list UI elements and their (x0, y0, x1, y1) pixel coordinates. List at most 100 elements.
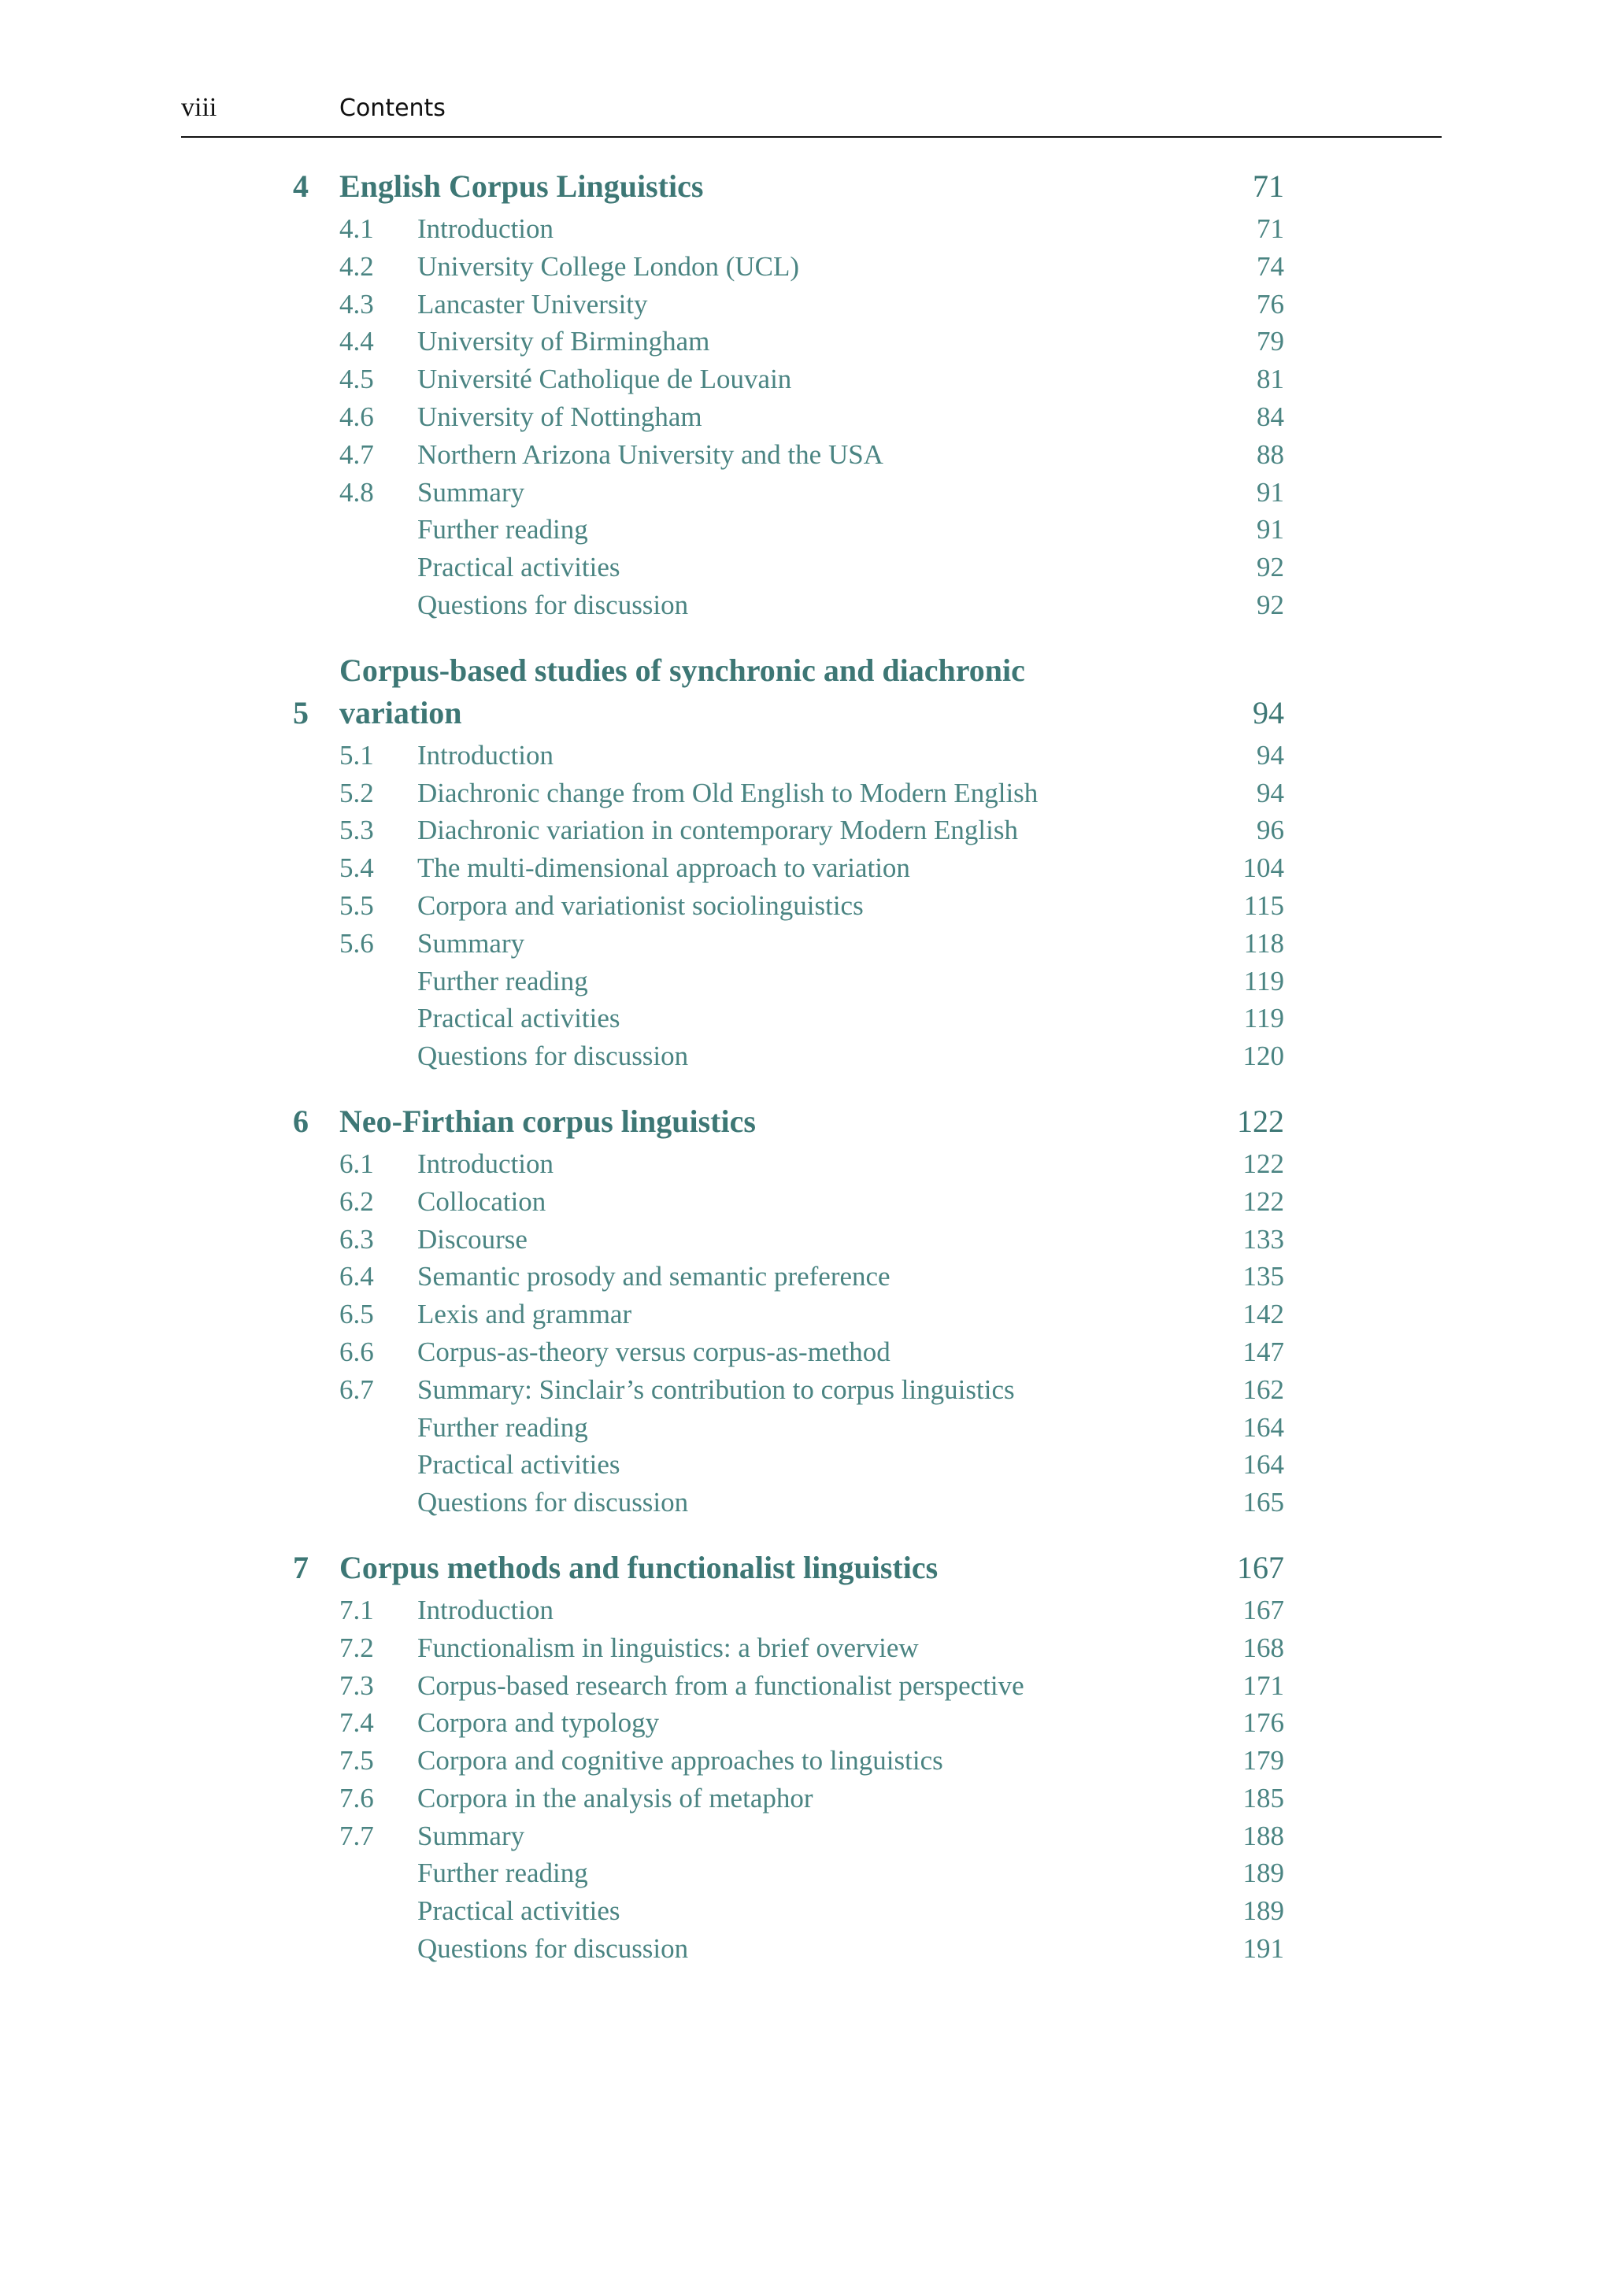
section-number: 4.3 (339, 288, 374, 320)
section-number: 5.1 (339, 739, 374, 771)
chapter-title: Neo-Firthian corpus linguistics (339, 1103, 756, 1139)
section-title: Corpora and cognitive approaches to ling… (417, 1745, 943, 1777)
chapter-page: 122 (1237, 1103, 1284, 1139)
section-title: Further reading (417, 1411, 588, 1443)
chapter: 5 Corpus-based studies of synchronic and … (0, 649, 1618, 1075)
section-page: 142 (1242, 1299, 1285, 1330)
running-title: Contents (339, 94, 446, 122)
section-number: 4.5 (339, 364, 374, 395)
section-title: Introduction (417, 1148, 554, 1179)
section-page: 167 (1242, 1594, 1285, 1625)
section-entry: 5.1 Introduction 94 (0, 737, 1618, 775)
section-number: 5.3 (339, 815, 374, 846)
chapter-heading: 6 Neo-Firthian corpus linguistics 122 (0, 1100, 1618, 1143)
section-title: Further reading (417, 514, 588, 545)
section-number: 7.4 (339, 1707, 374, 1739)
section-number: 5.4 (339, 852, 374, 884)
chapter-heading: 4 English Corpus Linguistics 71 (0, 165, 1618, 208)
section-entry: Further reading 164 (0, 1409, 1618, 1447)
section-entry: 6.4 Semantic prosody and semantic prefere… (0, 1258, 1618, 1296)
section-entry: 7.1 Introduction 167 (0, 1592, 1618, 1629)
section-entry: Practical activities 119 (0, 1000, 1618, 1037)
chapter-heading: 7 Corpus methods and functionalist lingui… (0, 1547, 1618, 1589)
section-entry: 4.7 Northern Arizona University and the U… (0, 436, 1618, 474)
section-page: 120 (1242, 1041, 1285, 1072)
section-title: Corpora in the analysis of metaphor (417, 1782, 813, 1814)
section-entry: 6.1 Introduction 122 (0, 1145, 1618, 1183)
section-entry: 4.8 Summary 91 (0, 474, 1618, 512)
section-page: 168 (1242, 1632, 1285, 1663)
section-number: 4.6 (339, 401, 374, 432)
section-entry: 6.7 Summary: Sinclair’s contribution to c… (0, 1371, 1618, 1409)
chapter-number: 4 (293, 168, 309, 204)
section-entry: 6.5 Lexis and grammar 142 (0, 1296, 1618, 1333)
section-number: 4.7 (339, 438, 374, 470)
chapter-page: 94 (1253, 694, 1284, 730)
section-title: Practical activities (417, 1003, 620, 1034)
section-title: Practical activities (417, 1449, 620, 1481)
section-title: Questions for discussion (417, 1933, 689, 1965)
section-page: 115 (1243, 889, 1284, 921)
section-page: 79 (1257, 326, 1284, 357)
section-entry: 7.3 Corpus-based research from a function… (0, 1667, 1618, 1705)
chapter-page: 71 (1253, 168, 1284, 204)
section-entry: 5.5 Corpora and variationist sociolinguis… (0, 887, 1618, 925)
section-title: Introduction (417, 213, 554, 244)
section-entry: 4.6 University of Nottingham 84 (0, 398, 1618, 436)
chapter-number: 5 (293, 694, 309, 730)
section-entry: 5.4 The multi-dimensional approach to var… (0, 849, 1618, 887)
section-title: Collocation (417, 1185, 546, 1217)
section-page: 88 (1257, 438, 1284, 470)
section-page: 119 (1243, 1003, 1284, 1034)
section-title: Practical activities (417, 552, 620, 583)
section-page: 92 (1257, 552, 1284, 583)
section-page: 189 (1242, 1858, 1285, 1889)
section-entry: Questions for discussion 165 (0, 1484, 1618, 1521)
section-entry: 5.6 Summary 118 (0, 925, 1618, 963)
section-number: 5.6 (339, 927, 374, 959)
section-number: 6.5 (339, 1299, 374, 1330)
section-page: 91 (1257, 514, 1284, 545)
section-title: Further reading (417, 1858, 588, 1889)
section-title: Introduction (417, 1594, 554, 1625)
section-entry: 7.4 Corpora and typology 176 (0, 1704, 1618, 1742)
section-entry: 4.3 Lancaster University 76 (0, 286, 1618, 324)
section-page: 84 (1257, 401, 1284, 432)
section-entry: 7.2 Functionalism in linguistics: a brief… (0, 1629, 1618, 1667)
section-title: Diachronic change from Old English to Mo… (417, 777, 1039, 808)
section-number: 6.2 (339, 1185, 374, 1217)
section-number: 7.7 (339, 1820, 374, 1851)
section-page: 104 (1242, 852, 1285, 884)
section-page: 94 (1257, 777, 1284, 808)
section-title: Corpus-based research from a functionali… (417, 1669, 1024, 1701)
section-entry: Practical activities 92 (0, 549, 1618, 586)
section-title: Corpora and variationist sociolinguistic… (417, 889, 864, 921)
section-title: University of Nottingham (417, 401, 702, 432)
section-page: 94 (1257, 739, 1284, 771)
section-page: 71 (1257, 213, 1284, 244)
section-entry: 4.5 Université Catholique de Louvain 81 (0, 360, 1618, 398)
section-title: Practical activities (417, 1895, 620, 1927)
section-number: 5.5 (339, 889, 374, 921)
section-page: 96 (1257, 815, 1284, 846)
section-number: 7.3 (339, 1669, 374, 1701)
section-title: Summary: Sinclair’s contribution to corp… (417, 1374, 1015, 1405)
section-page: 91 (1257, 476, 1284, 508)
section-entry: Questions for discussion 191 (0, 1930, 1618, 1968)
header-rule (181, 136, 1442, 138)
section-page: 164 (1242, 1411, 1285, 1443)
section-number: 7.1 (339, 1594, 374, 1625)
section-page: 185 (1242, 1782, 1285, 1814)
section-entry: Further reading 91 (0, 511, 1618, 549)
section-page: 76 (1257, 288, 1284, 320)
running-page-number: viii (181, 93, 217, 122)
section-page: 176 (1242, 1707, 1285, 1739)
section-title: Corpus-as-theory versus corpus-as-method (417, 1336, 890, 1367)
section-page: 189 (1242, 1895, 1285, 1927)
section-page: 118 (1243, 927, 1284, 959)
section-title: Corpora and typology (417, 1707, 660, 1739)
section-entry: Practical activities 164 (0, 1446, 1618, 1484)
section-page: 119 (1243, 965, 1284, 996)
section-number: 4.8 (339, 476, 374, 508)
